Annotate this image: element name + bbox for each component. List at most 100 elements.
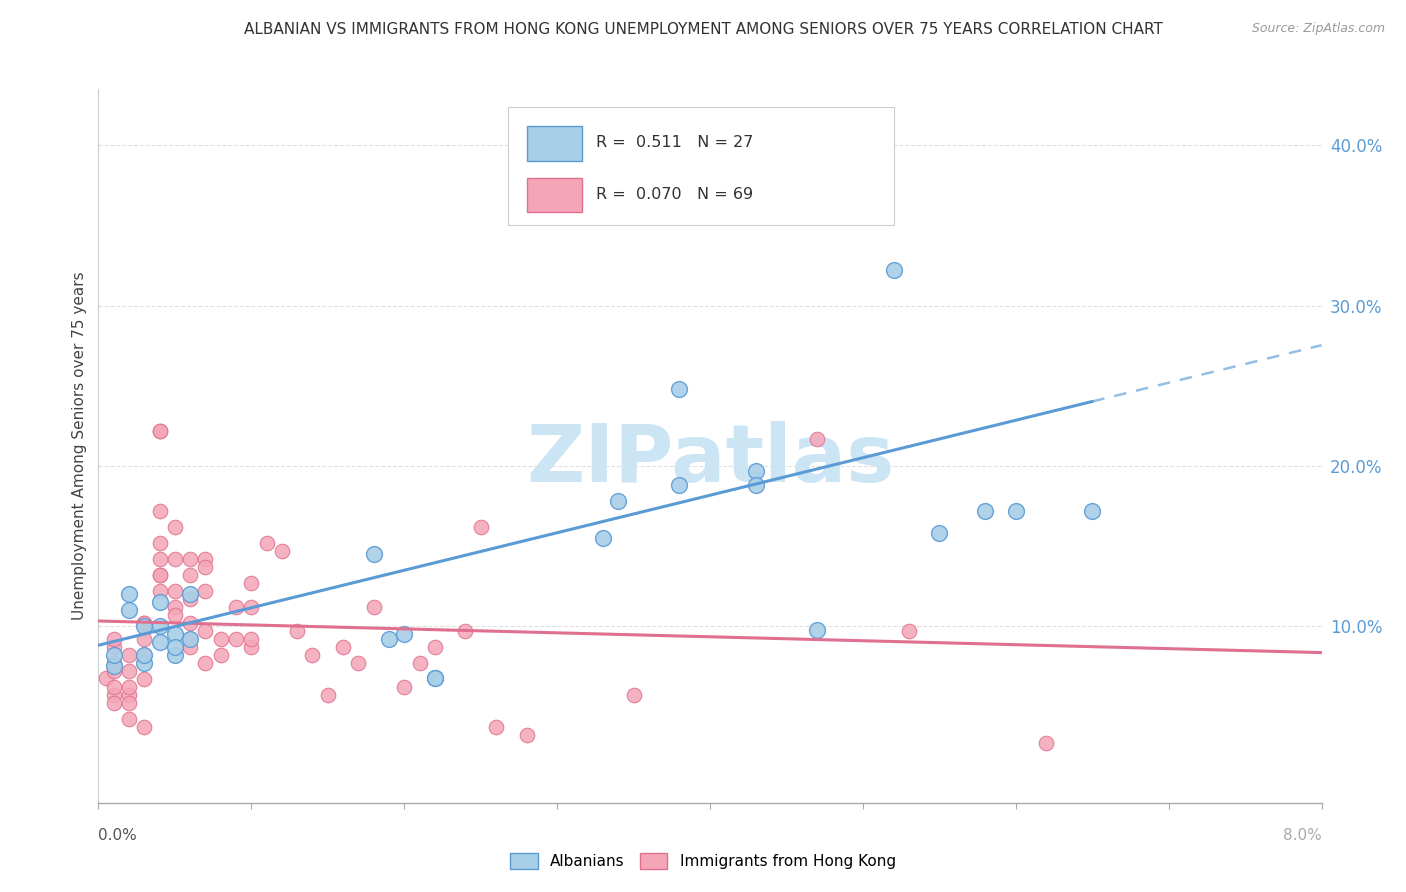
Point bbox=[149, 504, 172, 518]
Point bbox=[134, 657, 156, 671]
Point bbox=[1035, 736, 1057, 750]
Point bbox=[745, 478, 768, 492]
Point bbox=[134, 648, 156, 663]
Point bbox=[516, 728, 538, 742]
Point bbox=[194, 560, 217, 574]
Point bbox=[149, 568, 172, 582]
Point bbox=[179, 592, 201, 607]
Point bbox=[454, 624, 477, 639]
Point bbox=[149, 584, 172, 599]
Point bbox=[103, 640, 125, 655]
Point bbox=[209, 648, 232, 663]
Text: 8.0%: 8.0% bbox=[1282, 828, 1322, 843]
Point bbox=[806, 432, 828, 446]
Bar bbox=[526, 127, 582, 161]
Point bbox=[103, 681, 125, 695]
Point bbox=[974, 504, 997, 518]
Point bbox=[240, 640, 263, 655]
Point bbox=[179, 640, 201, 655]
Bar bbox=[526, 178, 582, 212]
Point bbox=[134, 619, 156, 633]
Point bbox=[134, 648, 156, 663]
Point bbox=[883, 263, 905, 277]
Point bbox=[408, 657, 430, 671]
Point bbox=[179, 568, 201, 582]
Point bbox=[94, 671, 117, 685]
Point bbox=[179, 552, 201, 566]
Point bbox=[240, 632, 263, 647]
Point bbox=[149, 568, 172, 582]
Text: Source: ZipAtlas.com: Source: ZipAtlas.com bbox=[1251, 22, 1385, 36]
Point bbox=[392, 681, 416, 695]
Point bbox=[134, 721, 156, 735]
Point bbox=[163, 640, 186, 655]
Legend: Albanians, Immigrants from Hong Kong: Albanians, Immigrants from Hong Kong bbox=[505, 847, 901, 875]
Point bbox=[240, 576, 263, 591]
Point bbox=[332, 640, 354, 655]
Text: R =  0.070   N = 69: R = 0.070 N = 69 bbox=[596, 186, 754, 202]
Point bbox=[149, 424, 172, 438]
Point bbox=[118, 603, 141, 617]
Point bbox=[225, 632, 247, 647]
Point bbox=[103, 657, 125, 671]
Point bbox=[485, 721, 508, 735]
Point bbox=[347, 657, 370, 671]
Point bbox=[1004, 504, 1026, 518]
Point bbox=[103, 632, 125, 647]
Text: ALBANIAN VS IMMIGRANTS FROM HONG KONG UNEMPLOYMENT AMONG SENIORS OVER 75 YEARS C: ALBANIAN VS IMMIGRANTS FROM HONG KONG UN… bbox=[243, 22, 1163, 37]
Point bbox=[194, 552, 217, 566]
Point bbox=[423, 640, 446, 655]
Point bbox=[240, 600, 263, 615]
Point bbox=[668, 478, 690, 492]
Point bbox=[392, 627, 416, 641]
Point bbox=[179, 587, 201, 601]
Point bbox=[592, 531, 614, 545]
Point bbox=[256, 536, 278, 550]
Point bbox=[118, 648, 141, 663]
Y-axis label: Unemployment Among Seniors over 75 years: Unemployment Among Seniors over 75 years bbox=[72, 272, 87, 620]
Point bbox=[623, 689, 645, 703]
Point bbox=[103, 665, 125, 679]
Point bbox=[134, 616, 156, 631]
Point bbox=[118, 697, 141, 711]
Point bbox=[423, 671, 446, 685]
Point bbox=[134, 632, 156, 647]
Point bbox=[209, 632, 232, 647]
Point bbox=[118, 665, 141, 679]
Point bbox=[149, 536, 172, 550]
Point bbox=[378, 632, 401, 647]
Point bbox=[163, 608, 186, 623]
Point bbox=[103, 659, 125, 673]
Point bbox=[149, 552, 172, 566]
Text: 0.0%: 0.0% bbox=[98, 828, 138, 843]
Point bbox=[118, 587, 141, 601]
Point bbox=[103, 648, 125, 663]
Point bbox=[179, 632, 201, 647]
Point bbox=[897, 624, 920, 639]
Point bbox=[179, 616, 201, 631]
Point bbox=[363, 547, 385, 561]
Point bbox=[163, 600, 186, 615]
Point bbox=[149, 595, 172, 609]
Text: ZIPatlas: ZIPatlas bbox=[526, 421, 894, 500]
Point bbox=[301, 648, 323, 663]
Point bbox=[149, 424, 172, 438]
Point bbox=[285, 624, 308, 639]
Point bbox=[118, 681, 141, 695]
Point bbox=[103, 689, 125, 703]
Point bbox=[316, 689, 339, 703]
Point bbox=[806, 623, 828, 637]
Point bbox=[561, 205, 583, 219]
Point bbox=[134, 616, 156, 631]
FancyBboxPatch shape bbox=[508, 107, 893, 225]
Point bbox=[194, 584, 217, 599]
Point bbox=[149, 635, 172, 649]
Point bbox=[607, 494, 630, 508]
Point bbox=[745, 464, 768, 478]
Point bbox=[928, 526, 950, 541]
Point bbox=[163, 648, 186, 663]
Point bbox=[423, 671, 446, 685]
Point bbox=[118, 713, 141, 727]
Point bbox=[163, 627, 186, 641]
Point bbox=[225, 600, 247, 615]
